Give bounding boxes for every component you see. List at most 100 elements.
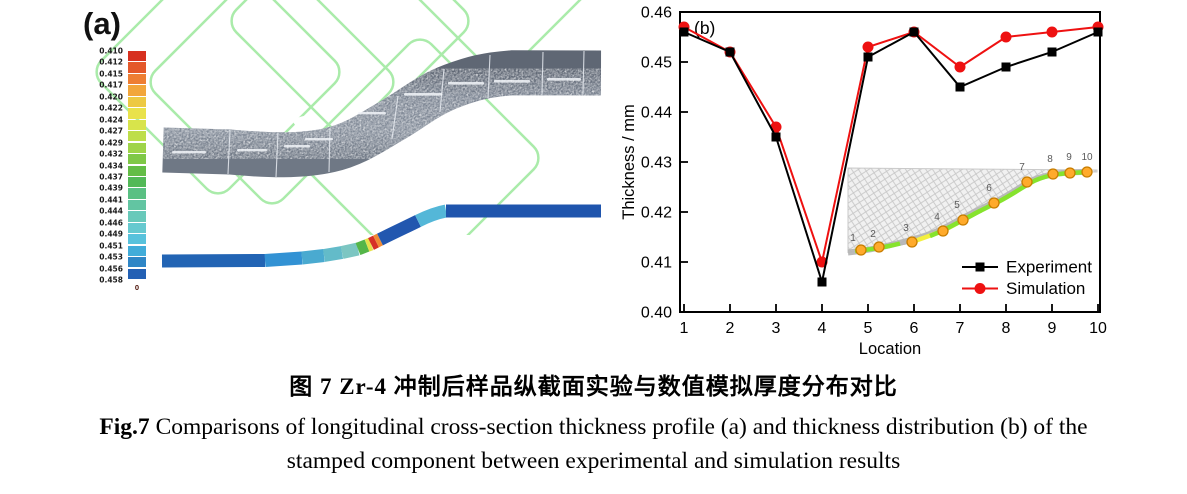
legend-color-block <box>128 222 146 233</box>
simulation-marker <box>862 41 874 53</box>
legend-marker-square <box>975 262 985 272</box>
legend-color-block <box>128 176 146 188</box>
chart-inset-mesh-section <box>847 167 1098 256</box>
experiment-marker <box>679 27 689 37</box>
legend-value-label: 0.412 <box>99 57 123 67</box>
legend-value-label: 0.441 <box>99 195 123 205</box>
legend-color-block <box>128 245 146 256</box>
legend-value-label: 0.458 <box>99 275 123 285</box>
legend-color-block <box>128 131 146 142</box>
inset-location-point <box>957 214 969 226</box>
legend-color-block <box>128 234 146 245</box>
panel-a: (a) 0.410 0.412 0.415 0.417 0.420 0.422 0.424 0… <box>0 0 650 365</box>
simulation-line <box>683 26 1099 266</box>
legend-value-label: 0.422 <box>99 103 123 113</box>
inset-location-label: 8 <box>1047 154 1053 165</box>
legend-value-label: 0.427 <box>99 126 123 136</box>
inset-location-label: 2 <box>870 229 876 240</box>
legend-value-label: 0.446 <box>99 218 123 227</box>
legend-value-label: 0.417 <box>99 80 123 90</box>
band-division-lines <box>227 50 585 178</box>
inset-location-label: 6 <box>986 183 992 194</box>
experiment-line <box>683 30 1099 286</box>
x-axis-title: Location <box>859 340 921 358</box>
experiment-marker <box>771 132 781 142</box>
legend-value-label: 0.415 <box>99 69 123 79</box>
inset-location-point <box>1047 168 1059 180</box>
panel-a-canvas <box>95 0 615 268</box>
legend-color-block <box>128 199 146 211</box>
panel-b: 0.46 0.45 0.44 0.43 0.42 0.41 0.40 1 2 3 4 5 6 7 8 9 10 L… <box>600 0 1187 365</box>
inset-location-point <box>988 197 1000 209</box>
simulation-thickness-profile <box>161 204 601 268</box>
caption-chinese: 图 7 Zr-4 冲制后样品纵截面实验与数值模拟厚度分布对比 <box>0 367 1187 401</box>
experiment-marker <box>863 52 873 62</box>
y-tick-label: 0.40 <box>641 305 672 322</box>
legend-color-block <box>128 268 146 279</box>
inset-location-label: 5 <box>954 200 960 211</box>
thickness-color-legend: 0.410 0.412 0.415 0.417 0.420 0.422 0.424 0.427… <box>89 45 159 295</box>
legend-color-block <box>128 85 146 96</box>
x-tick-label: 2 <box>726 320 735 337</box>
legend-value-label: 0.439 <box>99 183 123 193</box>
micrograph-band <box>162 50 602 178</box>
legend-color-block <box>128 51 146 62</box>
simulation-marker <box>954 61 966 73</box>
x-tick-label: 8 <box>1002 320 1011 337</box>
panel-a-label: (a) <box>83 6 121 41</box>
band-annotation-marks <box>172 78 581 154</box>
legend-color-block <box>128 211 146 222</box>
experiment-marker <box>909 27 919 37</box>
simulation-marker <box>1000 31 1012 43</box>
experiment-marker <box>1047 47 1057 57</box>
legend-value-label: 0.434 <box>99 160 123 170</box>
inset-location-point <box>855 244 867 256</box>
experiment-marker <box>1093 27 1103 37</box>
legend-value-label: 0.449 <box>99 229 123 239</box>
x-tick-label: 9 <box>1048 320 1057 337</box>
x-tick-label: 6 <box>910 320 919 337</box>
inset-location-point <box>937 225 949 237</box>
legend-color-block <box>128 154 146 165</box>
inset-location-label: 1 <box>850 233 856 244</box>
caption-english: Fig.7 Comparisons of longitudinal cross-… <box>0 410 1187 478</box>
legend-color-block <box>128 188 146 199</box>
legend-value-label: 0.444 <box>99 206 123 216</box>
legend-color-block <box>128 142 146 153</box>
legend-value-label: 0.420 <box>99 92 123 102</box>
simulation-marker <box>1046 26 1058 38</box>
inset-location-point <box>873 241 885 253</box>
y-tick-label: 0.41 <box>641 255 672 272</box>
inset-location-point <box>1081 166 1093 178</box>
caption-english-line1: Comparisons of longitudinal cross-sectio… <box>149 414 1088 440</box>
caption-chinese-text: Zr-4 冲制后样品纵截面实验与数值模拟厚度分布对比 <box>332 374 898 399</box>
legend-value-label: 0.410 <box>99 46 123 56</box>
legend-color-block <box>128 62 146 73</box>
x-tick-label: 3 <box>772 320 781 337</box>
inset-location-label: 9 <box>1066 152 1072 163</box>
y-tick-label: 0.44 <box>641 105 672 122</box>
inset-location-point <box>1064 167 1076 179</box>
thickness-chart: 0.46 0.45 0.44 0.43 0.42 0.41 0.40 1 2 3 4 5 6 7 8 9 10 L… <box>620 5 1107 359</box>
legend-value-label: 0.437 <box>99 172 123 182</box>
inset-location-label: 10 <box>1081 152 1093 163</box>
legend-color-block <box>128 165 146 176</box>
legend-marker-circle <box>974 283 986 294</box>
simulation-marker <box>770 121 782 133</box>
legend-value-label: 0.453 <box>99 252 123 262</box>
x-tick-label: 5 <box>864 320 873 337</box>
experiment-marker <box>817 277 827 287</box>
panel-b-label: (b) <box>694 18 715 38</box>
x-tick-label: 4 <box>818 320 827 337</box>
x-tick-label: 1 <box>680 320 689 337</box>
y-tick-label: 0.43 <box>641 155 672 172</box>
legend-value-label: 0.451 <box>99 240 123 250</box>
experiment-marker <box>955 82 965 92</box>
y-tick-label: 0.42 <box>641 205 672 222</box>
inset-location-label: 7 <box>1019 162 1025 173</box>
legend-color-block <box>128 119 146 130</box>
legend-entry-label: Experiment <box>1006 258 1092 277</box>
y-tick-label: 0.45 <box>641 55 672 72</box>
legend-value-label: 0.424 <box>99 114 123 124</box>
